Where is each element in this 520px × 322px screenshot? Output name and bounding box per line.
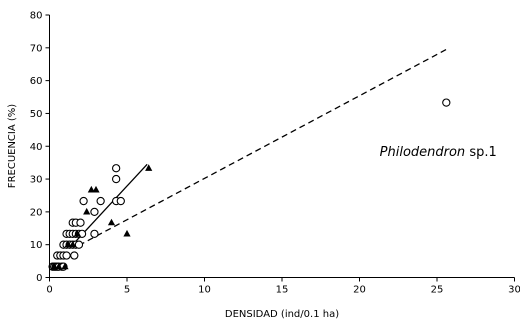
data-point-circle (90, 229, 99, 239)
x-tick-label: 30 (508, 285, 520, 296)
data-point-triangle (64, 240, 72, 248)
x-tick-label: 15 (276, 285, 289, 296)
y-tick-label: 10 (30, 240, 43, 251)
x-ticks: 0 5 10 15 20 25 30 (46, 277, 520, 296)
data-point-triangle (145, 164, 153, 171)
y-tick-label: 50 (30, 109, 43, 120)
data-point-triangle (92, 185, 100, 193)
data-point-triangle (83, 207, 91, 215)
data-markers (48, 98, 451, 271)
y-axis-title: FRECUENCIA (%) (7, 104, 18, 188)
data-point-circle (90, 207, 99, 217)
data-point-circle (96, 196, 105, 206)
annotation-italic: Philodendron (380, 145, 466, 160)
data-point-circle (70, 251, 79, 260)
data-point-circle (74, 240, 84, 249)
y-tick-label: 80 (30, 11, 43, 22)
data-point-circle (62, 251, 71, 260)
x-tick-label: 5 (124, 285, 130, 296)
y-tick-label: 60 (30, 76, 43, 87)
data-point-circle (76, 218, 85, 227)
data-point-circle (112, 174, 121, 184)
data-point-triangle (123, 229, 131, 237)
data-point-triangle (50, 262, 58, 270)
x-tick-label: 25 (431, 285, 444, 296)
x-axis-title: DENSIDAD (ind/0.1 ha) (225, 309, 339, 320)
philodendron-annotation: Philodendron sp.1 (380, 145, 497, 160)
data-point-triangle (107, 218, 116, 226)
data-point-circle (112, 164, 121, 173)
x-tick-label: 20 (353, 285, 366, 296)
data-point-circle (116, 196, 125, 206)
data-point-triangle (55, 262, 63, 270)
y-tick-label: 40 (30, 142, 43, 153)
data-point-circle (442, 98, 451, 107)
y-ticks: 0 10 20 30 40 50 60 70 80 (30, 11, 50, 284)
x-tick-label: 0 (46, 285, 52, 296)
data-point-triangle (69, 240, 77, 248)
y-tick-label: 20 (30, 207, 43, 218)
y-tick-label: 70 (30, 43, 43, 54)
data-point-triangle (87, 185, 95, 193)
y-tick-label: 0 (36, 273, 42, 284)
data-point-triangle (61, 262, 69, 270)
y-tick-label: 30 (30, 175, 43, 186)
data-point-circle (79, 196, 88, 206)
x-tick-label: 10 (198, 285, 211, 296)
annotation-plain: sp.1 (465, 145, 497, 160)
data-point-triangle (73, 229, 81, 237)
